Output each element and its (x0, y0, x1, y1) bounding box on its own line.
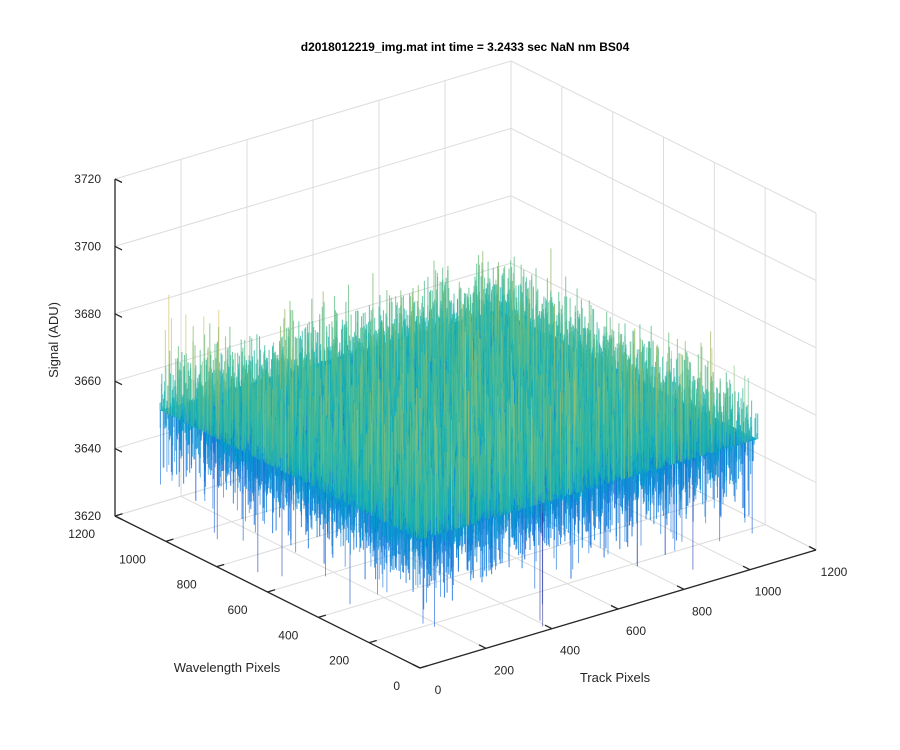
grid-line-y-floor-2 (318, 498, 715, 618)
grid-line-z-4 (114, 127, 817, 281)
grid-line-z-5 (114, 60, 817, 214)
chart-title: d2018012219_img.mat int time = 3.2433 se… (301, 40, 630, 54)
surface-mesh (159, 248, 759, 627)
grid-line-z-3 (114, 195, 817, 349)
grid-line-y-floor-1 (369, 524, 766, 644)
